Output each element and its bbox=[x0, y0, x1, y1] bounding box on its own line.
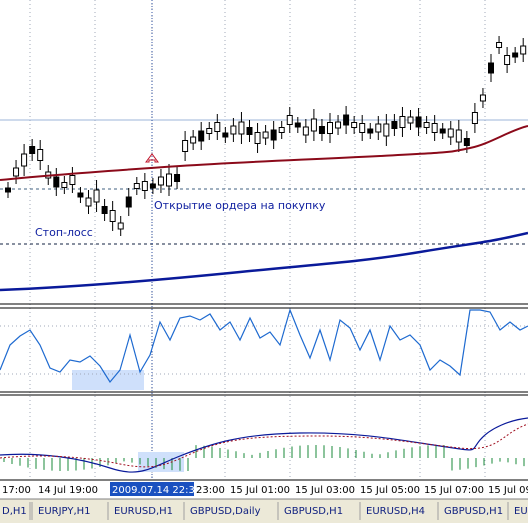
candle-body bbox=[383, 123, 390, 137]
candle-body bbox=[318, 126, 325, 134]
candle-body bbox=[77, 192, 84, 198]
tab[interactable]: GBPUSD,H1 bbox=[444, 506, 503, 517]
chart-background bbox=[0, 0, 528, 480]
candle-body bbox=[198, 130, 205, 142]
candle-body bbox=[149, 183, 156, 189]
candle-body bbox=[351, 122, 358, 128]
tab-bar bbox=[0, 499, 528, 523]
candle-body bbox=[238, 121, 245, 135]
candle-body bbox=[125, 196, 132, 208]
candle-body bbox=[13, 167, 20, 177]
candle-body bbox=[206, 128, 213, 134]
candle-body bbox=[455, 129, 462, 143]
tab[interactable]: EURUSD,H1 bbox=[114, 506, 173, 517]
candle-body bbox=[327, 122, 333, 134]
candle-body bbox=[367, 128, 374, 134]
candle-body bbox=[133, 183, 140, 189]
rsi-line bbox=[0, 308, 528, 384]
candle-body bbox=[375, 123, 382, 133]
macd-line bbox=[0, 417, 528, 473]
candle-body bbox=[439, 128, 446, 134]
candle-body bbox=[488, 62, 494, 74]
candle-body bbox=[166, 173, 172, 187]
candle-body bbox=[157, 176, 164, 186]
candle-body bbox=[302, 126, 309, 136]
tab[interactable]: GBPUSD,Daily bbox=[190, 506, 261, 517]
macd-histogram bbox=[3, 445, 525, 471]
candle-body bbox=[496, 42, 503, 48]
candle-body bbox=[447, 128, 454, 138]
buy-arrow bbox=[145, 153, 159, 163]
order-open-label: Открытие ордера на покупку bbox=[154, 199, 326, 212]
tab[interactable]: D,H1 bbox=[2, 506, 27, 517]
candle-body bbox=[270, 129, 277, 141]
cursor-time-box bbox=[110, 482, 194, 496]
tab[interactable]: EUR bbox=[514, 506, 528, 517]
time-label: 23:00 bbox=[196, 485, 225, 496]
tab[interactable]: EURJPY,H1 bbox=[38, 506, 91, 517]
tab[interactable]: GBPUSD,H1 bbox=[284, 506, 343, 517]
candle-body bbox=[246, 127, 253, 135]
candle-body bbox=[117, 222, 124, 230]
candle-body bbox=[230, 125, 237, 135]
tab[interactable]: EURUSD,H4 bbox=[366, 506, 425, 517]
candle-body bbox=[310, 118, 317, 132]
candle-body bbox=[61, 182, 68, 188]
candle-body bbox=[222, 132, 229, 138]
candle-body bbox=[141, 181, 148, 191]
candle-body bbox=[479, 94, 486, 102]
candle-body bbox=[504, 55, 511, 65]
candle-body bbox=[29, 146, 36, 154]
stop-loss-label: Стоп-лосс bbox=[35, 226, 93, 239]
candle-body bbox=[415, 116, 422, 128]
candle-body bbox=[423, 122, 430, 128]
candle-body bbox=[53, 176, 60, 188]
candle-body bbox=[520, 45, 527, 55]
time-label: 15 Jul 01:00 bbox=[230, 485, 290, 496]
candle-body bbox=[254, 132, 261, 144]
candle-body bbox=[182, 140, 189, 152]
candle-body bbox=[21, 153, 28, 167]
candle-body bbox=[463, 138, 470, 146]
candle-body bbox=[407, 116, 414, 124]
candle-body bbox=[399, 116, 406, 128]
moving-average-blue bbox=[0, 231, 528, 292]
candle-body bbox=[471, 112, 478, 124]
moving-average-red bbox=[0, 125, 528, 181]
time-label: 15 Jul 05:00 bbox=[360, 485, 420, 496]
candle-body bbox=[93, 189, 100, 203]
candle-body bbox=[174, 174, 181, 182]
candle-body bbox=[109, 210, 116, 222]
candle-body bbox=[101, 206, 108, 214]
rsi-highlight bbox=[72, 370, 144, 390]
candle-body bbox=[431, 123, 438, 133]
candle-body bbox=[85, 197, 92, 207]
candle-body bbox=[286, 115, 293, 125]
candle-body bbox=[343, 114, 350, 126]
candle-body bbox=[335, 121, 342, 129]
time-label: 2009.07.14 22:30 bbox=[112, 485, 201, 496]
candle-body bbox=[262, 131, 269, 139]
macd-highlight bbox=[138, 452, 184, 472]
time-label: 17:00 bbox=[2, 485, 31, 496]
candle-body bbox=[512, 52, 519, 58]
candle-body bbox=[190, 136, 197, 144]
candle-body bbox=[37, 149, 44, 161]
candle-body bbox=[294, 122, 301, 128]
time-label: 15 Jul 07:00 bbox=[424, 485, 484, 496]
signal-line bbox=[0, 423, 528, 468]
candle-body bbox=[5, 187, 11, 193]
time-label: 15 Jul 03:00 bbox=[295, 485, 355, 496]
candles bbox=[5, 36, 527, 236]
candle-body bbox=[69, 175, 76, 185]
time-label: 15 Jul 09: bbox=[488, 485, 528, 496]
candle-body bbox=[359, 123, 366, 133]
candle-body bbox=[278, 127, 285, 133]
candle-body bbox=[391, 121, 398, 129]
candle-body bbox=[214, 122, 221, 132]
time-label: 14 Jul 19:00 bbox=[38, 485, 98, 496]
